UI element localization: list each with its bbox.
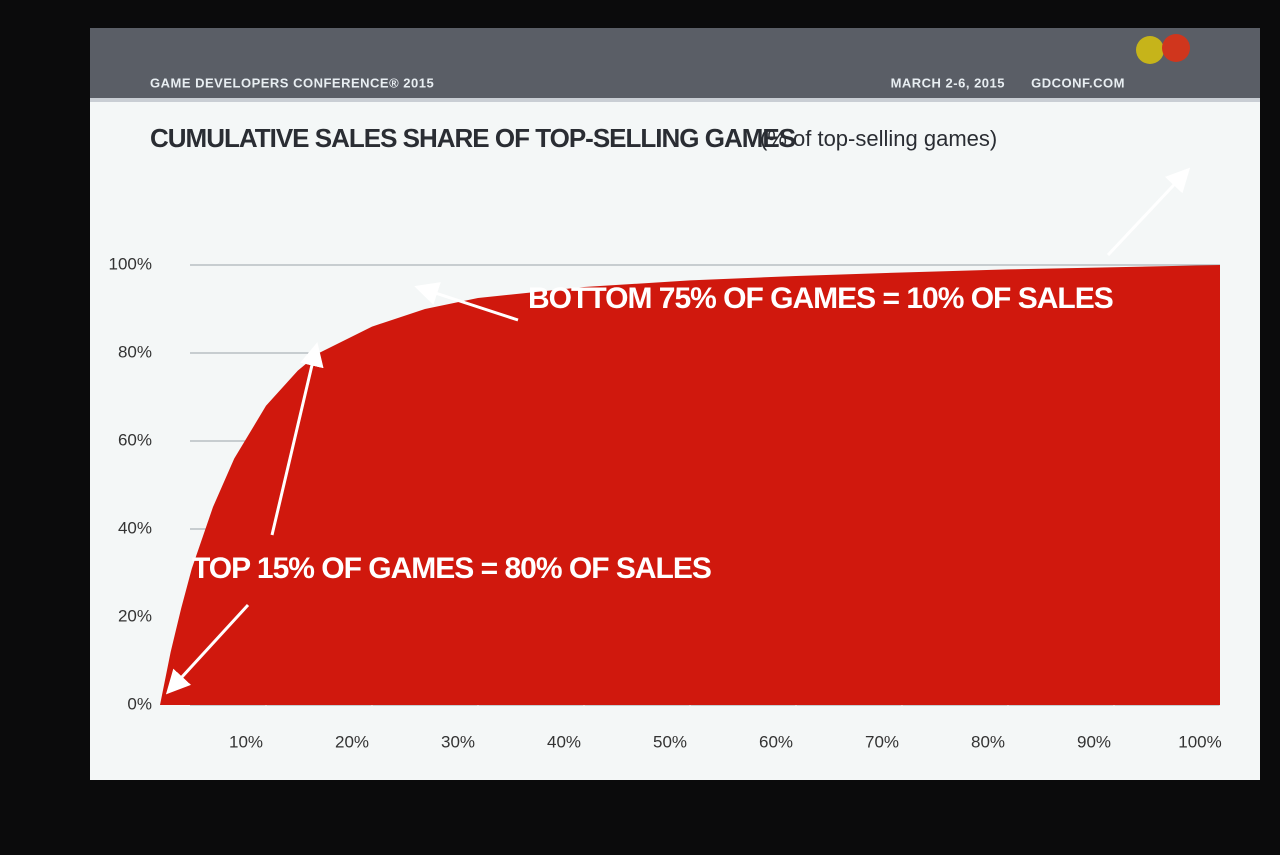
conference-date: MARCH 2-6, 2015	[891, 75, 1005, 90]
y-tick-label: 80%	[118, 342, 152, 361]
logo-right	[1162, 34, 1190, 62]
x-tick-label: 20%	[335, 732, 369, 751]
y-tick-label: 40%	[118, 518, 152, 537]
arrow	[270, 342, 324, 536]
arrow	[414, 282, 519, 322]
annotation: BOTTOM 75% OF GAMES = 10% OF SALES	[528, 282, 1113, 315]
header-rule	[90, 98, 1260, 102]
arrow	[165, 603, 250, 695]
conference-site: GDCONF.COM	[1031, 75, 1125, 90]
y-tick-label: 20%	[118, 606, 152, 625]
area	[160, 265, 1220, 705]
x-tick-label: 40%	[547, 732, 581, 751]
x-tick-label: 100%	[1178, 732, 1221, 751]
annotation: TOP 15% OF GAMES = 80% OF SALES	[192, 552, 711, 585]
y-tick-label: 100%	[109, 254, 152, 273]
chart-title: CUMULATIVE SALES SHARE OF TOP-SELLING GA…	[150, 123, 796, 153]
arrow	[1106, 167, 1191, 257]
x-tick-label: 90%	[1077, 732, 1111, 751]
header-bar	[90, 28, 1260, 98]
y-tick-label: 60%	[118, 430, 152, 449]
x-tick-label: 50%	[653, 732, 687, 751]
conference-name: GAME DEVELOPERS CONFERENCE® 2015	[150, 75, 434, 90]
x-tick-label: 70%	[865, 732, 899, 751]
x-tick-label: 60%	[759, 732, 793, 751]
logo-left	[1136, 36, 1164, 64]
x-tick-label: 80%	[971, 732, 1005, 751]
x-tick-label: 10%	[229, 732, 263, 751]
x-tick-label: 30%	[441, 732, 475, 751]
chart-subtitle: (% of top-selling games)	[760, 126, 997, 151]
y-tick-label: 0%	[127, 694, 152, 713]
